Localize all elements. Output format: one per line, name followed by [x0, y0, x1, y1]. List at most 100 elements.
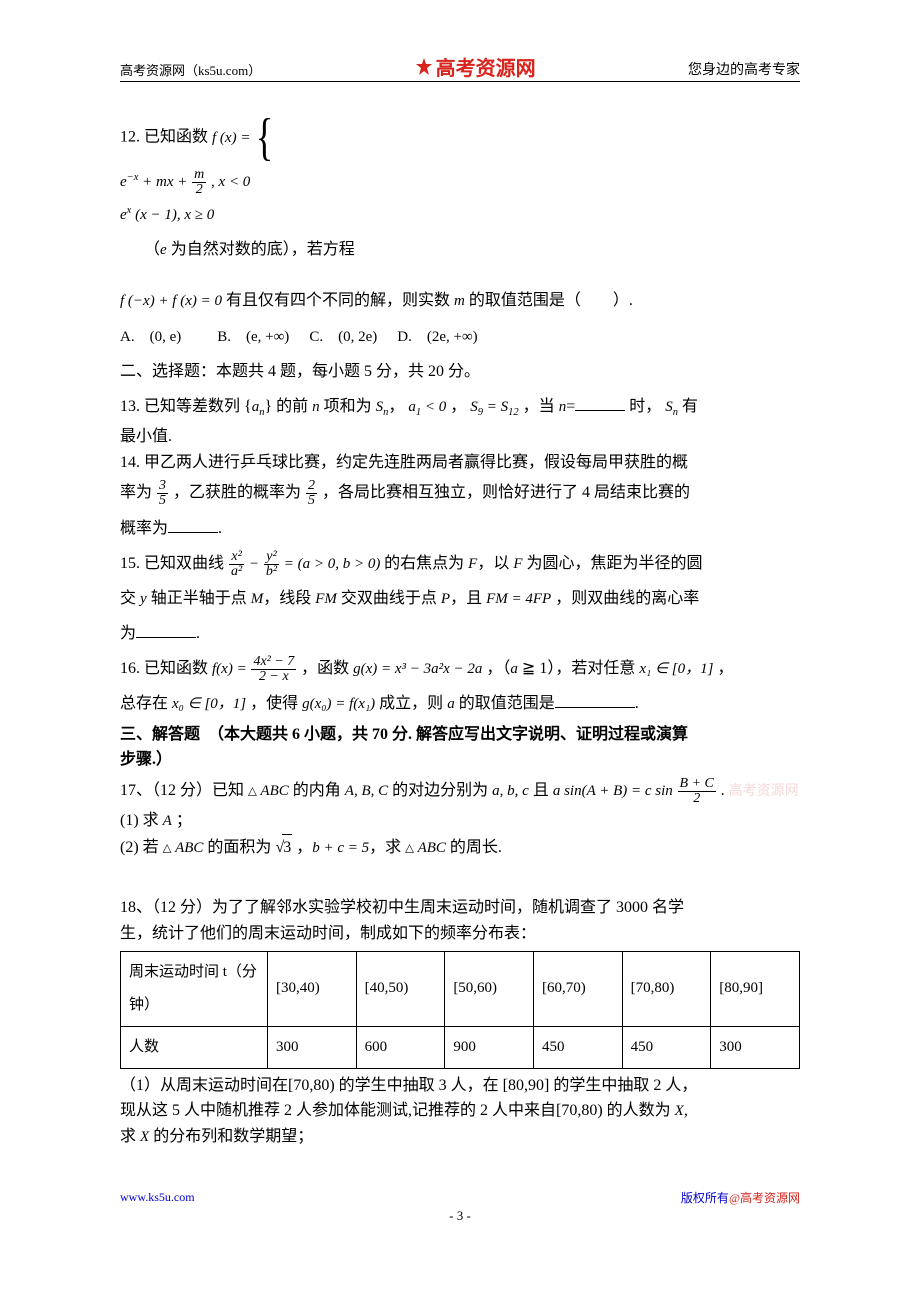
page: 高考资源网（ks5u.com） 高考资源网 您身边的高考专家 12. 已知函数 … — [0, 0, 920, 1264]
page-footer: www.ks5u.com 版权所有@高考资源网 - 3 - — [120, 1189, 800, 1224]
q14-2b: ，乙获胜的概率为 — [173, 484, 301, 501]
q18-line1: 18、（12 分）为了了解邻水实验学校初中生周末运动时间，随机调查了 3000 … — [120, 895, 800, 921]
header-right: 您身边的高考专家 — [688, 59, 800, 79]
table-cell: 450 — [622, 1026, 711, 1068]
q15-3: 为 — [120, 625, 136, 642]
q15-2a: 交 y 轴正半轴于点 M，线段 FM 交双曲线于点 P，且 — [120, 590, 482, 607]
q18-line2: 生，统计了他们的周末运动时间，制成如下的频率分布表： — [120, 921, 800, 947]
q14-period: . — [218, 520, 222, 537]
q16-2b: ，使得 — [250, 695, 298, 712]
q14-line3: 概率为. — [120, 511, 800, 546]
q17-p1: . — [721, 782, 725, 799]
table-cell: 600 — [356, 1026, 445, 1068]
q16-fx: f(x) = 4x² − 72 − x — [212, 661, 301, 677]
q16-blank — [555, 691, 635, 708]
watermark-icon: 高考资源网 — [729, 784, 799, 799]
table-cell: 300 — [268, 1026, 357, 1068]
q17-line1: 17、（12 分）已知 △ ABC 的内角 A, B, C 的对边分别为 a, … — [120, 773, 800, 808]
q15-1a: 15. 已知双曲线 — [120, 555, 224, 572]
table-cell: [50,60) — [445, 951, 534, 1026]
q14-2c: ，各局比赛相互独立，则恰好进行了 4 局结束比赛的 — [322, 484, 690, 501]
q16-2c: 成立，则 a 的取值范围是 — [379, 695, 555, 712]
q12-case1: e−x + mx + m2 , x < 0 — [120, 164, 800, 199]
q15-blank — [136, 621, 196, 638]
q16-line1: 16. 已知函数 f(x) = 4x² − 72 − x ，函数 g(x) = … — [120, 651, 800, 686]
q15-1b: 的右焦点为 F，以 F 为圆心，焦距为半径的圆 — [384, 555, 702, 572]
q16-period: . — [635, 695, 639, 712]
table-cell: [30,40) — [268, 951, 357, 1026]
brace-icon: { — [256, 112, 273, 164]
header-left: 高考资源网（ks5u.com） — [120, 60, 261, 79]
q12-prefix: 12. 已知函数 — [120, 129, 208, 146]
q18-line3: （1）从周末运动时间在[70,80) 的学生中抽取 3 人，在 [80,90] … — [120, 1073, 800, 1099]
q17-1a: 17、（12 分）已知 — [120, 782, 244, 799]
q13-line1: 13. 已知等差数列 {an} 的前 n 项和为 Sn， a1 < 0 ， S9… — [120, 389, 800, 424]
table-row-label: 人数 — [121, 1026, 268, 1068]
q13-cond1: a1 < 0 — [408, 399, 446, 415]
section3-l2: 步骤.） — [120, 747, 800, 773]
table-cell: [70,80) — [622, 951, 711, 1026]
q15-2b: ，则双曲线的离心率 — [555, 590, 699, 607]
table-cell: [80,90] — [711, 951, 800, 1026]
q16-x0: x₀ ∈ [0，1] — [172, 696, 246, 712]
q15-fm4fp: FM = 4FP — [486, 591, 551, 607]
q17-2b: 的面积为 — [207, 839, 275, 856]
q13-c: 时， — [629, 398, 661, 415]
q17-1b: 的内角 A, B, C 的对边分别为 a, b, c 且 — [293, 782, 553, 799]
footer-row: www.ks5u.com 版权所有@高考资源网 — [120, 1189, 800, 1206]
q13-b: ，当 n= — [523, 398, 576, 415]
header-center: 高考资源网 — [414, 52, 536, 81]
q17-2a: (2) 若 — [120, 839, 159, 856]
q12-optD: D. (2e, +∞) — [397, 329, 477, 345]
q17-sqrt: 3 — [275, 834, 292, 861]
table-cell: 300 — [711, 1026, 800, 1068]
q16-2a: 总存在 — [120, 695, 168, 712]
q18-line4: 现从这 5 人中随机推荐 2 人参加体能测试,记推荐的 2 人中来自[70,80… — [120, 1098, 800, 1124]
q12-optC: C. (0, 2e) — [309, 329, 377, 345]
q14-blank — [168, 516, 218, 533]
q17-tri: △ ABC — [248, 783, 289, 799]
page-header: 高考资源网（ks5u.com） 高考资源网 您身边的高考专家 — [120, 50, 800, 82]
q16-comma: ， — [717, 660, 733, 677]
q13-comma1: ， — [450, 398, 466, 415]
q17-eq: a sin(A + B) = c sin B + C2 — [553, 783, 721, 799]
q17-sub2: (2) 若 △ ABC 的面积为 3 ，b + c = 5，求 △ ABC 的周… — [120, 834, 800, 861]
q14-frac1: 35 — [157, 479, 168, 508]
q15-line1: 15. 已知双曲线 x²a² − y²b² = (a > 0, b > 0) 的… — [120, 546, 800, 581]
q13-cond2: S9 = S12 — [470, 399, 518, 415]
q13-d: 有 — [682, 398, 698, 415]
q12-options: A. (0, e) B. (e, +∞) C. (0, 2e) D. (2e, … — [120, 319, 800, 354]
q13-line2: 最小值. — [120, 424, 800, 450]
q13-a: 13. 已知等差数列 {an} 的前 n 项和为 Sn， — [120, 398, 404, 415]
q16-1c: ，（a ≧ 1），若对任意 — [486, 660, 635, 677]
q12-optA: A. (0, e) — [120, 329, 181, 345]
table-cell: [40,50) — [356, 951, 445, 1026]
table-header-label: 周末运动时间 t（分 钟） — [121, 951, 268, 1026]
q18-table: 周末运动时间 t（分 钟） [30,40) [40,50) [50,60) [6… — [120, 951, 800, 1069]
q17-sub1: (1) 求 A ； — [120, 808, 800, 834]
header-center-text: 高考资源网 — [436, 52, 536, 81]
q15-line3: 为. — [120, 616, 800, 651]
q15-period: . — [196, 625, 200, 642]
q12-line2b: 有且仅有四个不同的解，则实数 m 的取值范围是（ ）. — [226, 292, 633, 309]
footer-url: www.ks5u.com — [120, 1190, 195, 1205]
q14-frac2: 25 — [306, 479, 317, 508]
q17-2c: ，b + c = 5，求 — [296, 839, 401, 856]
q16-line2: 总存在 x₀ ∈ [0，1] ，使得 g(x₀) = f(x₁) 成立，则 a … — [120, 686, 800, 721]
q15-minus: − — [249, 556, 263, 572]
content-body: 12. 已知函数 f (x) = { e−x + mx + m2 , x < 0… — [120, 112, 800, 1149]
q14-2a: 率为 — [120, 484, 152, 501]
q14-3: 概率为 — [120, 520, 168, 537]
q15-tail: = (a > 0, b > 0) — [284, 556, 381, 572]
table-cell: 450 — [533, 1026, 622, 1068]
q12-after: （e 为自然对数的底），若方程 — [152, 241, 355, 258]
q17-2d: 的周长. — [450, 839, 502, 856]
footer-page-number: - 3 - — [120, 1208, 800, 1224]
q18-line5: 求 X 的分布列和数学期望； — [120, 1124, 800, 1150]
q12-fx-lead: f (x) = — [212, 122, 250, 155]
q12-line2: f (−x) + f (x) = 0 有且仅有四个不同的解，则实数 m 的取值范… — [120, 283, 800, 318]
table-cell: 900 — [445, 1026, 534, 1068]
q12-line1: 12. 已知函数 f (x) = { — [120, 112, 800, 164]
logo-icon — [414, 57, 434, 77]
q16-1b: ，函数 — [301, 660, 349, 677]
